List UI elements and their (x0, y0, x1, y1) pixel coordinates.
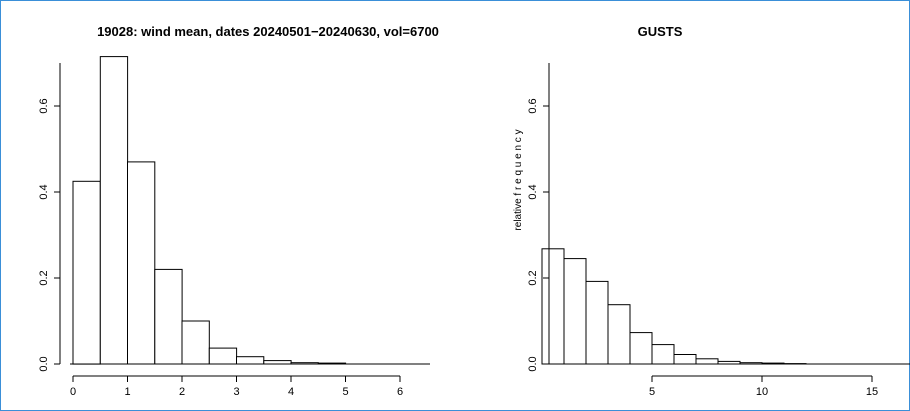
gusts-x-tick-label-0: 5 (649, 386, 655, 398)
wind-mean-bar-1 (99, 56, 129, 365)
gusts-y-tick-label-2: 0.4 (527, 184, 539, 199)
wind-mean-title: 19028: wind mean, dates 20240501−2024063… (97, 24, 439, 39)
wind-mean-bar-7 (263, 360, 292, 365)
wind-mean-y-tick-label-2: 0.4 (38, 184, 50, 199)
gusts-y-axis-label: relative f r e q u e n c y (513, 129, 524, 230)
gusts-title: GUSTS (638, 24, 683, 39)
gusts-y-tick-label-1: 0.2 (527, 270, 539, 285)
gusts-x-tick-label-1: 10 (756, 386, 768, 398)
wind-mean-y-axis: 0.0 0.2 0.4 0.6 (38, 63, 61, 372)
wind-mean-bars (72, 56, 347, 365)
wind-mean-x-tick-label-4: 4 (288, 386, 294, 398)
wind-mean-x-tick-label-2: 2 (179, 386, 185, 398)
wind-mean-bar-4 (181, 320, 210, 365)
gusts-bar-7 (695, 358, 719, 365)
wind-mean-x-tick-label-5: 5 (342, 386, 348, 398)
wind-mean-bar-2 (127, 161, 156, 365)
gusts-bar-3 (607, 304, 631, 365)
wind-mean-x-tick-label-1: 1 (124, 386, 130, 398)
wind-mean-bar-6 (236, 356, 265, 365)
gusts-bar-2 (585, 280, 609, 365)
wind-mean-bar-0 (72, 180, 101, 365)
wind-mean-x-tick-label-3: 3 (233, 386, 239, 398)
gusts-bar-1 (563, 258, 587, 365)
gusts-y-tick-label-3: 0.6 (527, 98, 539, 113)
gusts-bar-6 (673, 354, 697, 365)
wind-mean-y-tick-label-0: 0.0 (38, 356, 50, 371)
wind-mean-y-tick-label-1: 0.2 (38, 270, 50, 285)
wind-mean-bar-5 (208, 347, 238, 365)
gusts-x-tick-label-2: 15 (866, 386, 878, 398)
wind-mean-panel: 19028: wind mean, dates 20240501−2024063… (38, 24, 439, 398)
gusts-panel: GUSTS relative f r e q u e n c y 0.00.20… (513, 24, 910, 398)
gusts-y-axis: 0.0 0.2 0.4 0.6 (527, 63, 550, 372)
wind-mean-x-axis: 0 1 2 3 4 5 6 (70, 375, 403, 398)
wind-mean-y-tick-label-3: 0.6 (38, 98, 50, 113)
gusts-bar-4 (629, 332, 653, 365)
gusts-y-tick-label-0: 0.0 (527, 356, 539, 371)
wind-mean-x-tick-label-6: 6 (397, 386, 403, 398)
gusts-bar-0 (541, 248, 565, 365)
wind-mean-x-tick-label-0: 0 (70, 386, 76, 398)
gusts-bars (541, 248, 807, 365)
gusts-x-axis: 5 10 15 (649, 375, 878, 398)
gusts-bar-5 (651, 344, 675, 365)
wind-mean-bar-3 (154, 268, 183, 365)
